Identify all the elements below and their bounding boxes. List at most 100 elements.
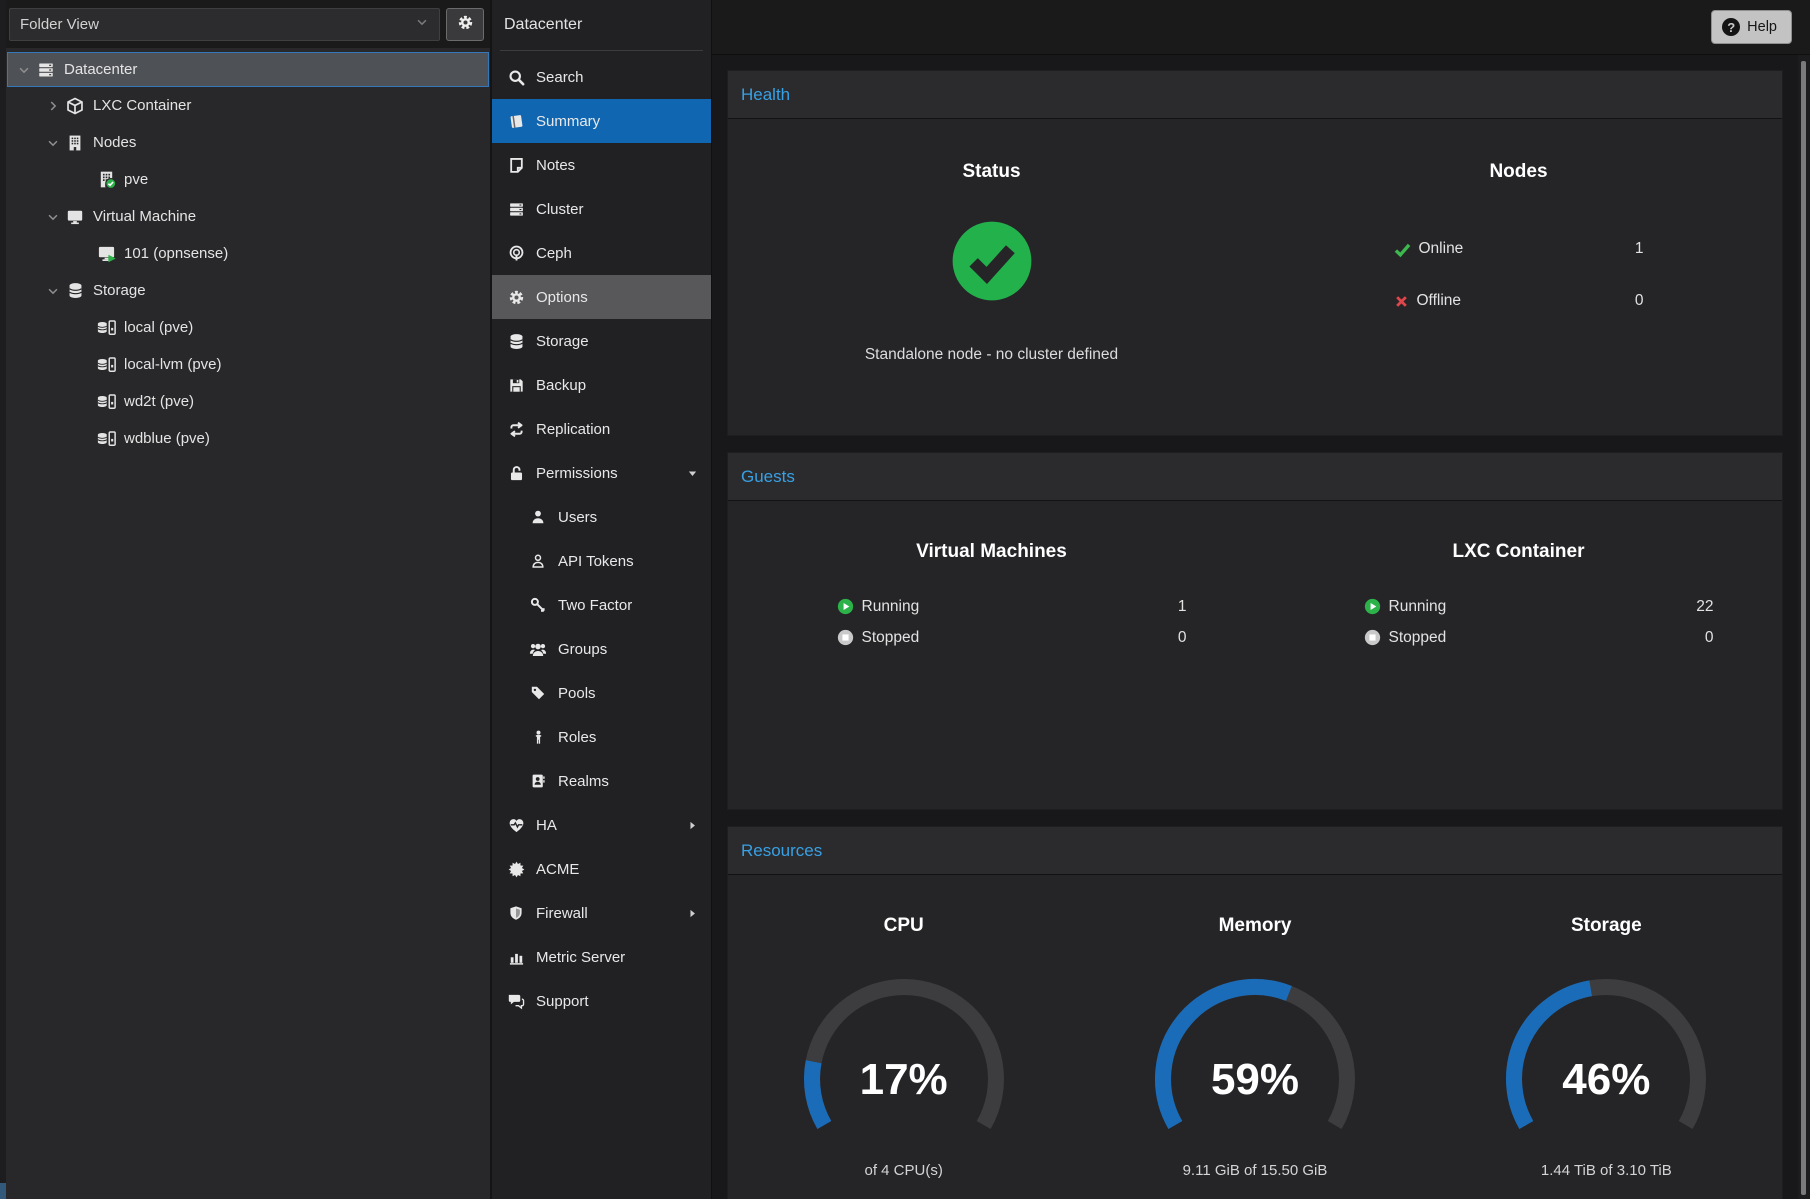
gauge-arc: 46% (1446, 961, 1766, 1156)
chevron-down-icon[interactable] (43, 284, 63, 298)
nav-item-label: Cluster (536, 200, 584, 218)
nav-item-label: Metric Server (536, 948, 626, 966)
building-icon (63, 134, 87, 152)
guests-column: LXC Container Running 22 Stopped 0 (1255, 541, 1782, 809)
guests-column-heading: Virtual Machines (916, 541, 1067, 562)
nav-item-support[interactable]: Support (492, 979, 711, 1023)
node-online-icon (94, 170, 118, 189)
vm-running-icon (94, 244, 118, 263)
gear-icon (457, 14, 474, 34)
heartbeat-icon (506, 817, 526, 834)
bottom-left-accent (0, 1183, 6, 1199)
gauge-heading: Storage (1570, 915, 1642, 936)
nav-item-two-factor[interactable]: Two Factor (492, 583, 711, 627)
nav-item-realms[interactable]: Realms (492, 759, 711, 803)
nav-item-replication[interactable]: Replication (492, 407, 711, 451)
guest-status-row: Running 1 (797, 591, 1187, 622)
tree-settings-button[interactable] (446, 7, 484, 41)
tree-item-label: Storage (93, 282, 146, 299)
nav-item-ha[interactable]: HA (492, 803, 711, 847)
view-selector-value: Folder View (20, 15, 99, 33)
cluster-icon (506, 201, 526, 218)
health-panel: Health Status Standalone node - no clust… (727, 70, 1783, 436)
tree-item[interactable]: wd2t (pve) (6, 383, 490, 420)
help-button[interactable]: ? Help (1711, 10, 1792, 44)
nav-item-label: Firewall (536, 904, 588, 922)
guest-status-value: 1 (1177, 597, 1187, 615)
node-status-value: 1 (1634, 240, 1644, 257)
unlock-icon (506, 465, 526, 482)
tree-item[interactable]: Datacenter (7, 52, 489, 87)
guests-column-heading: LXC Container (1452, 541, 1585, 562)
nav-item-roles[interactable]: Roles (492, 715, 711, 759)
nav-item-ceph[interactable]: Ceph (492, 231, 711, 275)
summary-content: Health Status Standalone node - no clust… (712, 55, 1810, 1199)
main-scrollbar-thumb[interactable] (1801, 61, 1806, 1195)
nav-item-label: API Tokens (558, 552, 634, 570)
nav-item-acme[interactable]: ACME (492, 847, 711, 891)
nav-item-label: Groups (558, 640, 608, 658)
nav-item-pools[interactable]: Pools (492, 671, 711, 715)
nav-item-label: Users (558, 508, 598, 526)
gauge-detail: 1.44 TiB of 3.10 TiB (1540, 1162, 1672, 1179)
chevron-right-icon[interactable] (43, 99, 63, 113)
nav-item-label: Realms (558, 772, 609, 790)
tree-item-label: Datacenter (64, 61, 138, 78)
tree-item[interactable]: pve (6, 161, 490, 198)
help-button-label: Help (1747, 19, 1777, 35)
view-selector[interactable]: Folder View (9, 7, 440, 41)
nav-item-label: Permissions (536, 464, 618, 482)
nodes-heading: Nodes (1489, 161, 1548, 182)
nav-item-label: Roles (558, 728, 597, 746)
tree-item[interactable]: local-lvm (pve) (6, 346, 490, 383)
chevron-down-icon[interactable] (43, 136, 63, 150)
nav-item-search[interactable]: Search (492, 55, 711, 99)
guest-status-value: 0 (1177, 628, 1187, 646)
tree-item[interactable]: 101 (opnsense) (6, 235, 490, 272)
nav-item-api-tokens[interactable]: API Tokens (492, 539, 711, 583)
check-icon (1394, 241, 1411, 258)
users-icon (528, 640, 548, 658)
user-icon (528, 509, 548, 525)
chevron-down-icon[interactable] (14, 63, 34, 77)
health-panel-header: Health (728, 71, 1782, 119)
chevron-down-icon[interactable] (43, 210, 63, 224)
tree-item-label: local-lvm (pve) (124, 356, 222, 373)
gauge-detail: 9.11 GiB of 15.50 GiB (1182, 1162, 1328, 1179)
tree-item[interactable]: Virtual Machine (6, 198, 490, 235)
tree-item-label: pve (124, 171, 149, 188)
search-icon (506, 69, 526, 86)
check-circle-icon (950, 219, 1034, 308)
status-column: Status Standalone node - no cluster defi… (728, 161, 1255, 435)
nav-item-permissions[interactable]: Permissions (492, 451, 711, 495)
nav-item-label: HA (536, 816, 557, 834)
gauge-percent-value: 46% (1562, 1055, 1651, 1104)
node-status-label: Online (1418, 240, 1464, 257)
nav-item-summary[interactable]: Summary (492, 99, 711, 143)
nav-item-metric-server[interactable]: Metric Server (492, 935, 711, 979)
nav-item-label: Storage (536, 332, 589, 350)
nav-item-label: Pools (558, 684, 596, 702)
tree-item[interactable]: local (pve) (6, 309, 490, 346)
nav-item-groups[interactable]: Groups (492, 627, 711, 671)
comments-icon (506, 992, 526, 1010)
main-scrollbar[interactable] (1798, 55, 1810, 1199)
nav-item-users[interactable]: Users (492, 495, 711, 539)
tree-item[interactable]: Storage (6, 272, 490, 309)
nav-item-options[interactable]: Options (492, 275, 711, 319)
sync-icon (506, 421, 526, 438)
gauge-percent-value: 17% (859, 1055, 948, 1104)
tree-item[interactable]: Nodes (6, 124, 490, 161)
storage-drive-icon (94, 356, 118, 373)
nav-item-label: Two Factor (558, 596, 633, 614)
guests-panel-body: Virtual Machines Running 1 Stopped 0 LXC Cont… (728, 501, 1782, 809)
nav-item-cluster[interactable]: Cluster (492, 187, 711, 231)
nav-item-firewall[interactable]: Firewall (492, 891, 711, 935)
tree-item-label: 101 (opnsense) (124, 245, 229, 262)
nav-separator (500, 50, 703, 51)
tree-item[interactable]: LXC Container (6, 87, 490, 124)
nav-item-backup[interactable]: Backup (492, 363, 711, 407)
nav-item-storage[interactable]: Storage (492, 319, 711, 363)
nav-item-notes[interactable]: Notes (492, 143, 711, 187)
tree-item[interactable]: wdblue (pve) (6, 420, 490, 457)
